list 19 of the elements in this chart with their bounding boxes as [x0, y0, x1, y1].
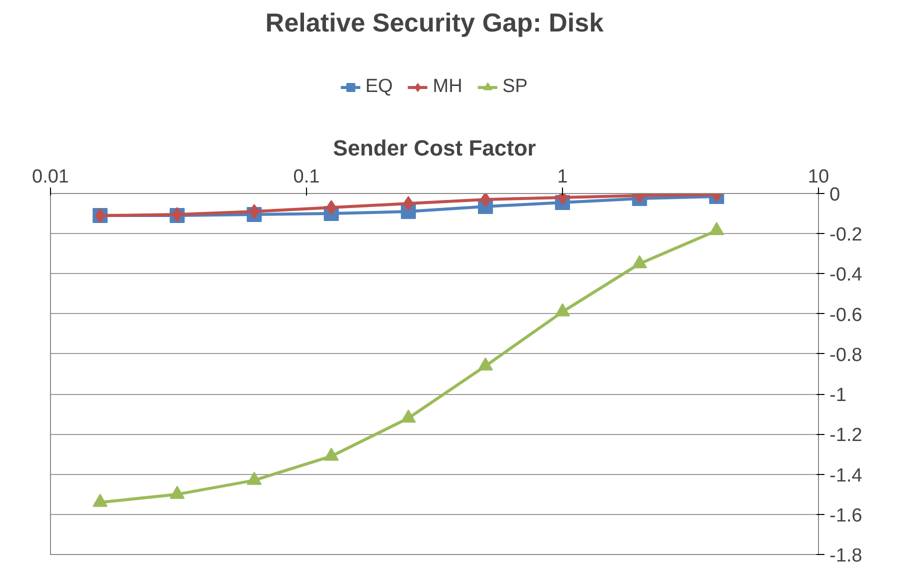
- y-tick-label: -1.4: [830, 465, 863, 486]
- y-tick-label: -1.6: [830, 505, 862, 526]
- y-tick-label: -0.8: [830, 344, 862, 366]
- legend-label: EQ: [365, 76, 393, 98]
- y-tick-label: -0.4: [830, 264, 863, 286]
- x-tick-label: 0.1: [293, 166, 320, 188]
- y-tick-label: -1.2: [830, 425, 862, 446]
- x-tick-label: 1: [557, 166, 568, 188]
- y-tick-label: -1.8: [830, 546, 862, 566]
- legend-label: SP: [502, 76, 528, 98]
- x-axis-title: Sender Cost Factor: [333, 136, 536, 160]
- y-tick-label: -1: [830, 385, 846, 406]
- x-tick-label: 10: [808, 166, 830, 188]
- y-tick-label: -0.6: [830, 304, 862, 326]
- x-tick-label: 0.01: [32, 166, 69, 188]
- legend-label: MH: [432, 76, 462, 98]
- chart-title: Relative Security Gap: Disk: [265, 8, 604, 38]
- y-tick-label: 0: [830, 184, 840, 206]
- y-tick-label: -0.2: [830, 224, 862, 246]
